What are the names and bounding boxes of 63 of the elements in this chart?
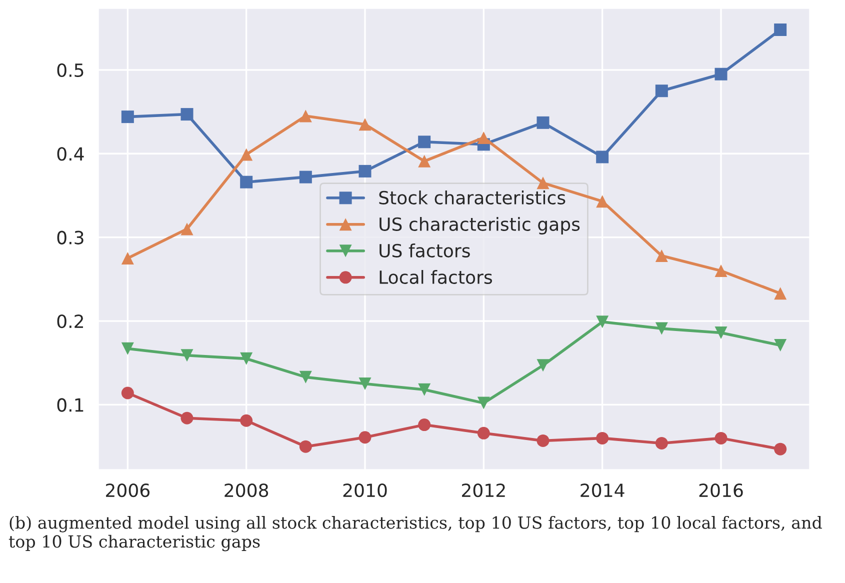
x-tick-label: 2008 [224, 484, 268, 498]
point [180, 108, 194, 121]
point [477, 396, 490, 410]
point [121, 252, 134, 264]
point [655, 436, 668, 450]
y-tick-label: 0.3 [57, 230, 84, 244]
point [180, 412, 194, 424]
x-tick-label: 2012 [462, 484, 505, 498]
point [240, 148, 253, 161]
legend-label: Stock characteristics [379, 190, 566, 204]
point [299, 110, 312, 122]
legend-label: US factors [380, 244, 470, 258]
point [358, 378, 372, 390]
point [418, 136, 431, 148]
x-tick-label: 2006 [106, 484, 150, 498]
point [358, 164, 372, 178]
point [358, 431, 372, 444]
point [121, 110, 134, 124]
point [596, 316, 609, 328]
point [477, 131, 490, 144]
point [180, 222, 194, 236]
point [299, 170, 312, 184]
point [655, 249, 668, 262]
point [418, 154, 431, 168]
x-tick-label: 2016 [699, 484, 743, 498]
point [536, 176, 550, 190]
text: (b) augmented model using all stock characteristics, top 10 US factors, top 10 local factors, and top 10 US characteristic gaps [8, 516, 822, 552]
y-tick-label: 0.5 [57, 63, 84, 78]
point [536, 434, 550, 447]
point [714, 264, 728, 278]
y-tick-label: 0.1 [57, 398, 84, 412]
point [774, 24, 787, 36]
point [477, 426, 490, 440]
point [596, 195, 609, 208]
point [240, 352, 253, 365]
legend-label: Local factors [380, 270, 492, 284]
point [299, 440, 312, 453]
point [774, 287, 787, 300]
point [536, 359, 550, 372]
point [655, 84, 668, 98]
x-tick-label: 2010 [343, 484, 387, 498]
point [121, 342, 134, 355]
point [536, 116, 550, 129]
y-tick-label: 0.2 [57, 314, 83, 328]
point [596, 432, 609, 444]
point [774, 442, 787, 456]
point [180, 349, 194, 362]
point [299, 370, 312, 384]
point [655, 322, 668, 335]
point [714, 326, 728, 339]
x-tick-label: 2014 [580, 484, 624, 498]
point [240, 176, 253, 188]
point [240, 414, 253, 427]
legend-label: US characteristic gaps [380, 217, 580, 234]
point [418, 383, 431, 396]
point [714, 68, 728, 80]
point [358, 118, 372, 131]
point [121, 386, 134, 400]
point [596, 150, 609, 164]
point [714, 432, 728, 444]
point [774, 339, 787, 352]
y-tick-label: 0.4 [57, 147, 84, 161]
point [418, 418, 431, 432]
